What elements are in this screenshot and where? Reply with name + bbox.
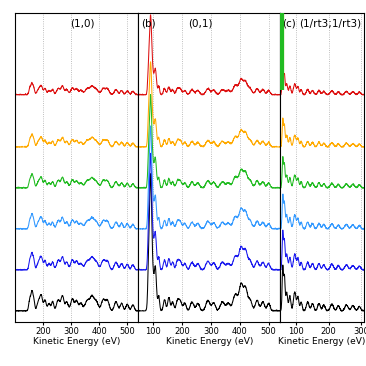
X-axis label: Kinetic Energy (eV): Kinetic Energy (eV): [279, 337, 366, 346]
X-axis label: Kinetic Energy (eV): Kinetic Energy (eV): [33, 337, 120, 346]
Text: (0,1): (0,1): [188, 19, 213, 29]
Text: (c): (c): [282, 19, 296, 29]
Text: (b): (b): [141, 19, 156, 29]
Text: (1/rt3;1/rt3): (1/rt3;1/rt3): [299, 19, 361, 29]
X-axis label: Kinetic Energy (eV): Kinetic Energy (eV): [166, 337, 253, 346]
Text: (1,0): (1,0): [71, 19, 95, 29]
